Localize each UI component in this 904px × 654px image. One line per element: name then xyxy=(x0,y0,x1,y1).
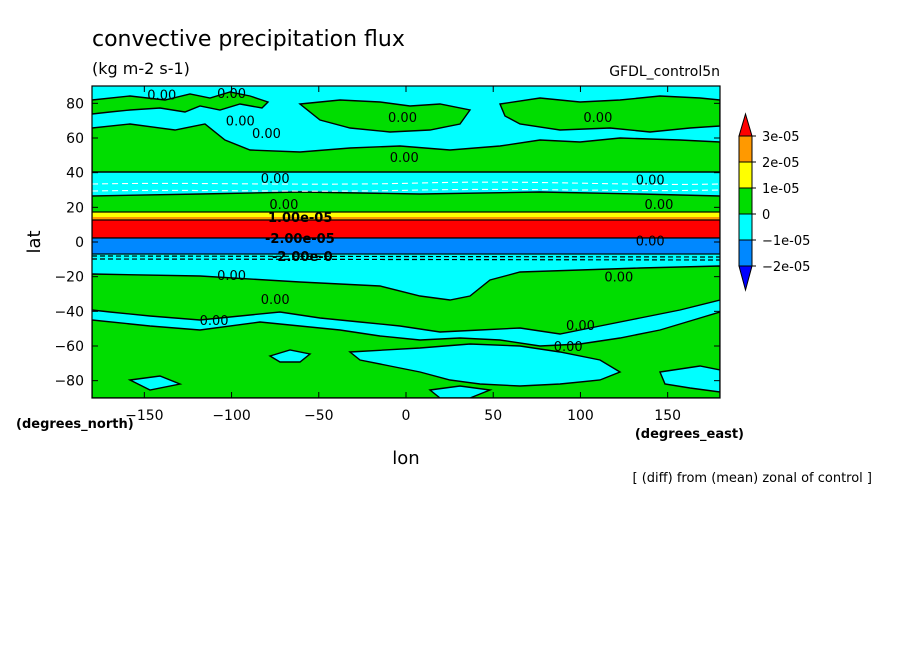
colorbar: 3e-05 2e-05 1e-05 0 −1e-05 −2e-05 xyxy=(738,112,810,292)
colorbar-swatch xyxy=(738,265,753,292)
contour-label: 0.00 xyxy=(252,127,281,142)
colorbar-label: 0 xyxy=(762,208,770,223)
difference-note: [ (diff) from (mean) zonal of control ] xyxy=(633,471,872,486)
y-tick-label: 40 xyxy=(66,166,84,182)
x-tick-label: −50 xyxy=(304,408,334,424)
y-tick-label: −80 xyxy=(54,374,84,390)
contour-label: 0.00 xyxy=(636,234,665,249)
contour-label: 0.00 xyxy=(583,111,612,126)
contour-line xyxy=(92,188,720,192)
colorbar-label: −2e-05 xyxy=(762,260,810,275)
y-unit-label: (degrees_north) xyxy=(16,417,134,432)
chart-units: (kg m-2 s-1) xyxy=(92,59,190,78)
model-label: GFDL_control5n xyxy=(609,64,720,80)
contour-line xyxy=(92,181,720,185)
plot-area xyxy=(92,86,720,398)
contour-label: 0.00 xyxy=(217,269,246,284)
colorbar-swatch xyxy=(738,112,753,137)
colorbar-label: 3e-05 xyxy=(762,130,800,145)
contour-label: 0.00 xyxy=(217,87,246,102)
contour-label: 0.00 xyxy=(269,198,298,213)
contour-line xyxy=(92,255,720,258)
contour-labels: 0.00 0.000.000.000.00 0.000.000.00 0.000.00… xyxy=(147,87,673,355)
contour-line xyxy=(92,258,720,261)
band-2e-05 xyxy=(92,217,720,221)
y-tick-label: −40 xyxy=(54,304,84,320)
colorbar-swatch xyxy=(738,135,753,163)
green-region xyxy=(499,95,720,133)
contour-label: 0.00 xyxy=(644,198,673,213)
x-unit-label: (degrees_east) xyxy=(635,427,744,442)
colorbar-swatch xyxy=(738,213,753,241)
cyan-region xyxy=(659,365,720,393)
y-tick-label: −60 xyxy=(54,339,84,355)
y-tick-label: 80 xyxy=(66,96,84,112)
cyan-region xyxy=(127,375,183,391)
contour-label: 0.00 xyxy=(388,111,417,126)
band-3e-05 xyxy=(92,219,720,239)
chart-title: convective precipitation flux xyxy=(92,27,405,52)
y-tick-label: −20 xyxy=(54,270,84,286)
contour-label: 0.00 xyxy=(261,293,290,308)
contour-label: 0.00 xyxy=(147,89,176,104)
overlap-label: 1.00e-05 xyxy=(268,211,332,226)
x-tick-label: 50 xyxy=(484,408,502,424)
colorbar-swatch xyxy=(738,161,753,189)
y-axis-label: lat xyxy=(24,230,45,253)
colorbar-swatch xyxy=(738,187,753,215)
band-minus-2e-05 xyxy=(92,237,720,255)
colorbar-label: −1e-05 xyxy=(762,234,810,249)
overlap-label: -2.00e-05 xyxy=(265,232,335,247)
x-tick-label: 100 xyxy=(567,408,594,424)
colorbar-label: 2e-05 xyxy=(762,156,800,171)
colorbar-swatch xyxy=(738,239,753,267)
y-tick-label: 60 xyxy=(66,131,84,147)
green-region xyxy=(92,191,720,215)
contour-label: 0.00 xyxy=(200,314,229,329)
y-axis: −80 −60 −40 −20 0 20 40 60 80 xyxy=(54,96,720,390)
x-tick-label: −150 xyxy=(125,408,163,424)
contour-label: 0.00 xyxy=(566,319,595,334)
green-region xyxy=(92,91,270,115)
colorbar-label: 1e-05 xyxy=(762,182,800,197)
x-tick-label: 0 xyxy=(402,408,411,424)
cyan-region xyxy=(428,385,493,398)
green-region xyxy=(92,265,720,335)
contour-label: 0.00 xyxy=(261,172,290,187)
x-axis: −150 −100 −50 0 50 100 150 xyxy=(125,86,681,424)
green-region xyxy=(92,123,720,173)
contour-label: 0.00 xyxy=(390,151,419,166)
contour-label: 0.00 xyxy=(636,174,665,189)
x-axis-label: lon xyxy=(392,448,419,469)
y-tick-label: 20 xyxy=(66,200,84,216)
y-tick-label: 0 xyxy=(75,235,84,251)
x-tick-label: 150 xyxy=(654,408,681,424)
contour-label: 0.00 xyxy=(554,340,583,355)
green-region xyxy=(298,99,472,133)
contour-label: 0.00 xyxy=(226,115,255,130)
cyan-region xyxy=(268,349,312,363)
overlap-label: -2.00e-0 xyxy=(272,250,333,265)
x-tick-label: −100 xyxy=(212,408,250,424)
contour-label: 0.00 xyxy=(604,271,633,286)
cyan-region xyxy=(348,343,622,387)
